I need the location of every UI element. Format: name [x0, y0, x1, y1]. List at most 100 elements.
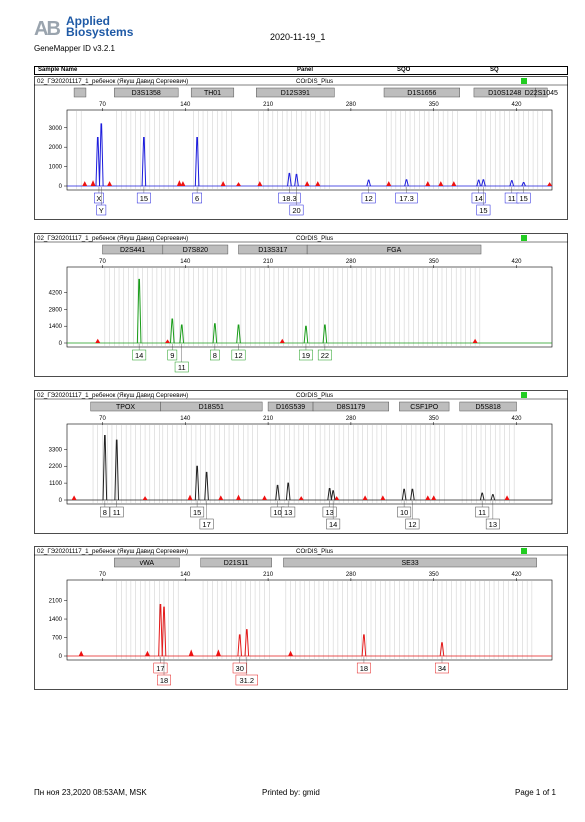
allele-label-box [326, 518, 341, 530]
panel-name-label: COrDIS_Plus [296, 235, 333, 242]
marker-bin [256, 87, 335, 98]
x-tick-label: 280 [346, 416, 357, 422]
off-scale-peak [218, 495, 224, 500]
off-scale-peak [236, 182, 242, 186]
allele-label: 13 [284, 508, 292, 517]
panel-name-label: COrDIS_Plus [296, 78, 333, 85]
allele-peak [285, 482, 291, 501]
y-tick-label: 0 [59, 654, 63, 660]
marker-bin [73, 87, 87, 98]
off-scale-peak [472, 338, 478, 343]
allele-label: 10 [273, 508, 281, 517]
allele-label: 15 [140, 194, 148, 203]
electropherogram-panel-blue: 02_ГЭ20201117_1_ребенок (Якуш Давид Серг… [34, 76, 568, 220]
marker-label: TPOX [116, 404, 135, 411]
marker-label: vWA [140, 560, 155, 567]
allele-peak [366, 179, 371, 187]
allele-peak [410, 488, 415, 501]
y-tick-label: 2800 [49, 307, 63, 313]
allele-label: 10 [400, 508, 408, 517]
allele-label: 13 [325, 508, 333, 517]
electropherogram-panel-red: 02_ГЭ20201117_1_ребенок (Якуш Давид Серг… [34, 546, 568, 690]
allele-peak [161, 606, 167, 657]
off-scale-peak [78, 650, 84, 656]
app-version: GeneMapper ID v3.2.1 [34, 44, 115, 53]
off-scale-peak [165, 339, 171, 343]
x-tick-label: 280 [346, 102, 357, 108]
allele-peak [294, 173, 299, 187]
x-tick-label: 420 [512, 259, 523, 265]
allele-label-box [475, 506, 490, 518]
marker-bin [190, 87, 235, 98]
allele-peak [212, 323, 218, 344]
off-scale-peak [144, 650, 150, 656]
off-scale-peak [95, 338, 101, 343]
off-scale-peak [425, 181, 431, 186]
allele-peak [479, 492, 485, 501]
allele-label: 18 [160, 676, 168, 685]
allele-label: 11 [508, 194, 516, 203]
off-scale-peak [431, 495, 437, 500]
sizing-quality-indicator [521, 235, 527, 241]
x-tick-label: 420 [512, 572, 523, 578]
allele-peak [303, 325, 309, 344]
marker-label: D2S441 [120, 247, 145, 254]
plot-frame [66, 579, 553, 661]
marker-label: D5S818 [475, 404, 500, 411]
off-scale-peak [334, 496, 340, 500]
x-tick-label: 280 [346, 259, 357, 265]
col-sqo: SQO [397, 67, 411, 73]
marker-label: D21S11 [224, 560, 249, 567]
allele-label: 30 [236, 664, 244, 673]
allele-label-box [232, 662, 247, 674]
allele-label-box [435, 662, 449, 674]
allele-peak [490, 494, 496, 501]
marker-label: D1S1656 [407, 90, 436, 97]
allele-label-box [174, 361, 189, 373]
off-scale-peak [262, 495, 268, 500]
allele-peak [476, 179, 481, 187]
off-scale-peak [236, 494, 242, 500]
sizing-quality-indicator [521, 78, 527, 84]
allele-peak [204, 471, 209, 501]
allele-peak [194, 465, 200, 501]
panel-frame [34, 546, 568, 690]
x-tick-label: 350 [429, 259, 440, 265]
off-scale-peak [298, 496, 304, 500]
panel-name-label: COrDIS_Plus [296, 392, 333, 399]
off-scale-peak [304, 181, 310, 186]
allele-peak [327, 487, 332, 501]
allele-label: X [96, 194, 101, 203]
off-scale-peak [504, 495, 510, 500]
y-tick-label: 0 [59, 498, 63, 504]
allele-label: 14 [474, 194, 482, 203]
off-scale-peak [380, 495, 386, 500]
ab-logo-mark: AB [34, 18, 61, 40]
allele-label-box [132, 349, 147, 361]
x-tick-label: 140 [180, 259, 191, 265]
x-tick-label: 70 [99, 572, 106, 578]
allele-label-box [485, 518, 500, 530]
marker-label: SE33 [401, 560, 418, 567]
allele-label-box [153, 662, 168, 674]
marker-label: D3S1358 [132, 90, 161, 97]
allele-label: 15 [193, 508, 201, 517]
allele-peak [481, 179, 486, 187]
allele-peak [141, 136, 147, 187]
allele-label: 11 [113, 508, 121, 517]
allele-peak [136, 278, 142, 344]
marker-bin [306, 244, 482, 255]
off-scale-peak [257, 181, 263, 186]
electropherogram-panel-green: 02_ГЭ20201117_1_ребенок (Якуш Давид Серг… [34, 233, 568, 377]
allele-label: 14 [329, 520, 337, 529]
sample-name-label: 02_ГЭ20201117_1_ребенок (Якуш Давид Серг… [37, 392, 188, 399]
allele-label-box [281, 506, 296, 518]
marker-label: D13S317 [258, 247, 287, 254]
allele-peak [287, 172, 292, 187]
allele-label: 31.2 [240, 676, 255, 685]
allele-peak [95, 136, 101, 187]
sizing-quality-indicator [521, 548, 527, 554]
off-scale-peak [107, 181, 113, 186]
marker-label: D22S1045 [525, 90, 558, 97]
allele-peak [194, 136, 200, 187]
